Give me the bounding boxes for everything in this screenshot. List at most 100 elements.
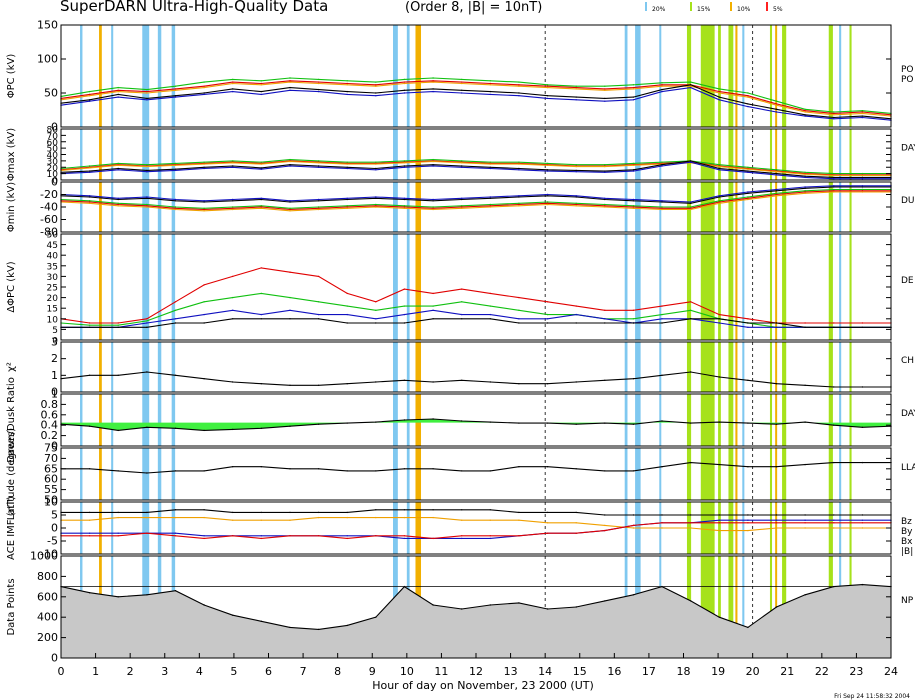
band-15: [728, 394, 734, 446]
point-p4-0-6: [232, 275, 234, 278]
band-5: [171, 342, 176, 392]
band-2: [111, 129, 114, 180]
band-6: [393, 342, 398, 392]
ytick-label: 30: [47, 157, 59, 167]
point-p4-1-5: [203, 301, 205, 303]
point-p1-4-10: [346, 93, 348, 96]
band-21: [828, 394, 833, 446]
point-p1-3-8: [289, 86, 291, 89]
point-p3-0-9: [317, 200, 320, 202]
xtick-label: 10: [400, 665, 414, 678]
band-16: [735, 25, 738, 127]
point-p4-2-18: [575, 313, 577, 316]
band-11: [659, 129, 662, 180]
point-p8-0-20: [632, 514, 635, 516]
point-p4-3-17: [546, 322, 549, 324]
point-p8-1-8: [289, 519, 291, 521]
point-p1-4-12: [403, 92, 406, 94]
point-p8-0-11: [375, 509, 377, 511]
band-1: [99, 129, 102, 180]
point-p4-2-3: [146, 322, 148, 324]
point-p2-0-9: [317, 160, 320, 162]
point-p9-0-23: [718, 616, 720, 618]
point-p2-2-10: [346, 163, 348, 165]
point-p3-2-10: [346, 205, 348, 207]
point-p1-1-10: [346, 82, 348, 85]
point-p1-4-17: [546, 97, 549, 100]
point-p2-3-19: [604, 170, 606, 172]
point-p1-2-19: [604, 89, 606, 92]
point-p2-2-1: [88, 167, 91, 169]
band-0: [80, 25, 83, 127]
point-p2-0-4: [174, 162, 177, 165]
point-p5-0-13: [432, 381, 434, 383]
point-p3-3-9: [317, 207, 320, 209]
point-p3-1-9: [317, 198, 320, 201]
series-p2-1: [60, 160, 891, 176]
point-p2-2-2: [117, 164, 119, 166]
point-p9-0-14: [461, 608, 463, 610]
point-p7-0-17: [546, 466, 549, 468]
point-p3-2-15: [489, 203, 491, 206]
xtick-label: 21: [780, 665, 794, 678]
series-p6-0: [60, 418, 892, 431]
point-p9-0-11: [375, 616, 377, 618]
ytick-label: 40: [47, 151, 59, 161]
point-p7-0-26: [804, 463, 806, 466]
point-p8-1-25: [775, 527, 778, 529]
point-p1-1-4: [174, 88, 177, 90]
band-17: [742, 182, 745, 232]
panel-frame: [60, 24, 892, 128]
point-p5-0-1: [88, 374, 91, 376]
point-p3-3-8: [289, 208, 291, 211]
point-p7-0-1: [88, 468, 91, 470]
point-p3-0-4: [174, 200, 177, 202]
point-p4-3-13: [432, 318, 434, 320]
point-p2-0-11: [375, 161, 377, 163]
point-p8-0-10: [346, 511, 348, 514]
point-p1-3-25: [775, 108, 778, 111]
ytick-label: 50: [44, 87, 58, 100]
point-p4-2-19: [604, 318, 606, 320]
point-p8-3-18: [575, 532, 577, 534]
band-22: [839, 234, 842, 340]
point-p3-1-14: [461, 197, 463, 199]
point-p6-0-15: [489, 421, 491, 423]
point-p1-0-9: [317, 78, 320, 81]
ytick-label: 40: [47, 252, 59, 262]
point-p3-4-22: [690, 208, 692, 211]
point-p2-4-19: [604, 171, 606, 173]
point-p8-1-23: [718, 529, 720, 532]
series-p4-2: [61, 309, 891, 328]
point-p3-1-24: [747, 191, 749, 193]
point-p8-1-3: [146, 516, 148, 519]
point-p1-4-6: [232, 90, 234, 93]
point-p1-2-8: [289, 81, 291, 83]
point-p9-0-1: [88, 592, 91, 594]
point-p8-3-16: [518, 535, 520, 537]
band-2: [111, 342, 114, 392]
point-p9-0-4: [174, 590, 177, 592]
point-p8-0-28: [861, 514, 864, 516]
band-19: [775, 129, 778, 180]
point-p3-2-9: [317, 206, 320, 208]
point-p3-0-7: [260, 198, 262, 201]
point-p2-2-9: [317, 162, 320, 164]
ytick-label: 60: [47, 138, 59, 148]
point-p4-0-15: [489, 292, 491, 295]
band-7: [406, 448, 410, 500]
point-p9-0-18: [575, 606, 577, 608]
point-p7-0-18: [575, 468, 577, 470]
point-p1-0-27: [833, 111, 835, 113]
point-p1-3-12: [403, 89, 406, 92]
point-p1-1-21: [661, 84, 663, 86]
point-p1-0-12: [403, 78, 406, 81]
point-p4-3-21: [661, 322, 663, 324]
point-p2-4-16: [518, 169, 520, 171]
point-p9-0-20: [632, 594, 635, 596]
point-p8-3-11: [375, 535, 377, 537]
point-p1-4-20: [632, 99, 635, 101]
point-p6-0-10: [346, 422, 348, 424]
